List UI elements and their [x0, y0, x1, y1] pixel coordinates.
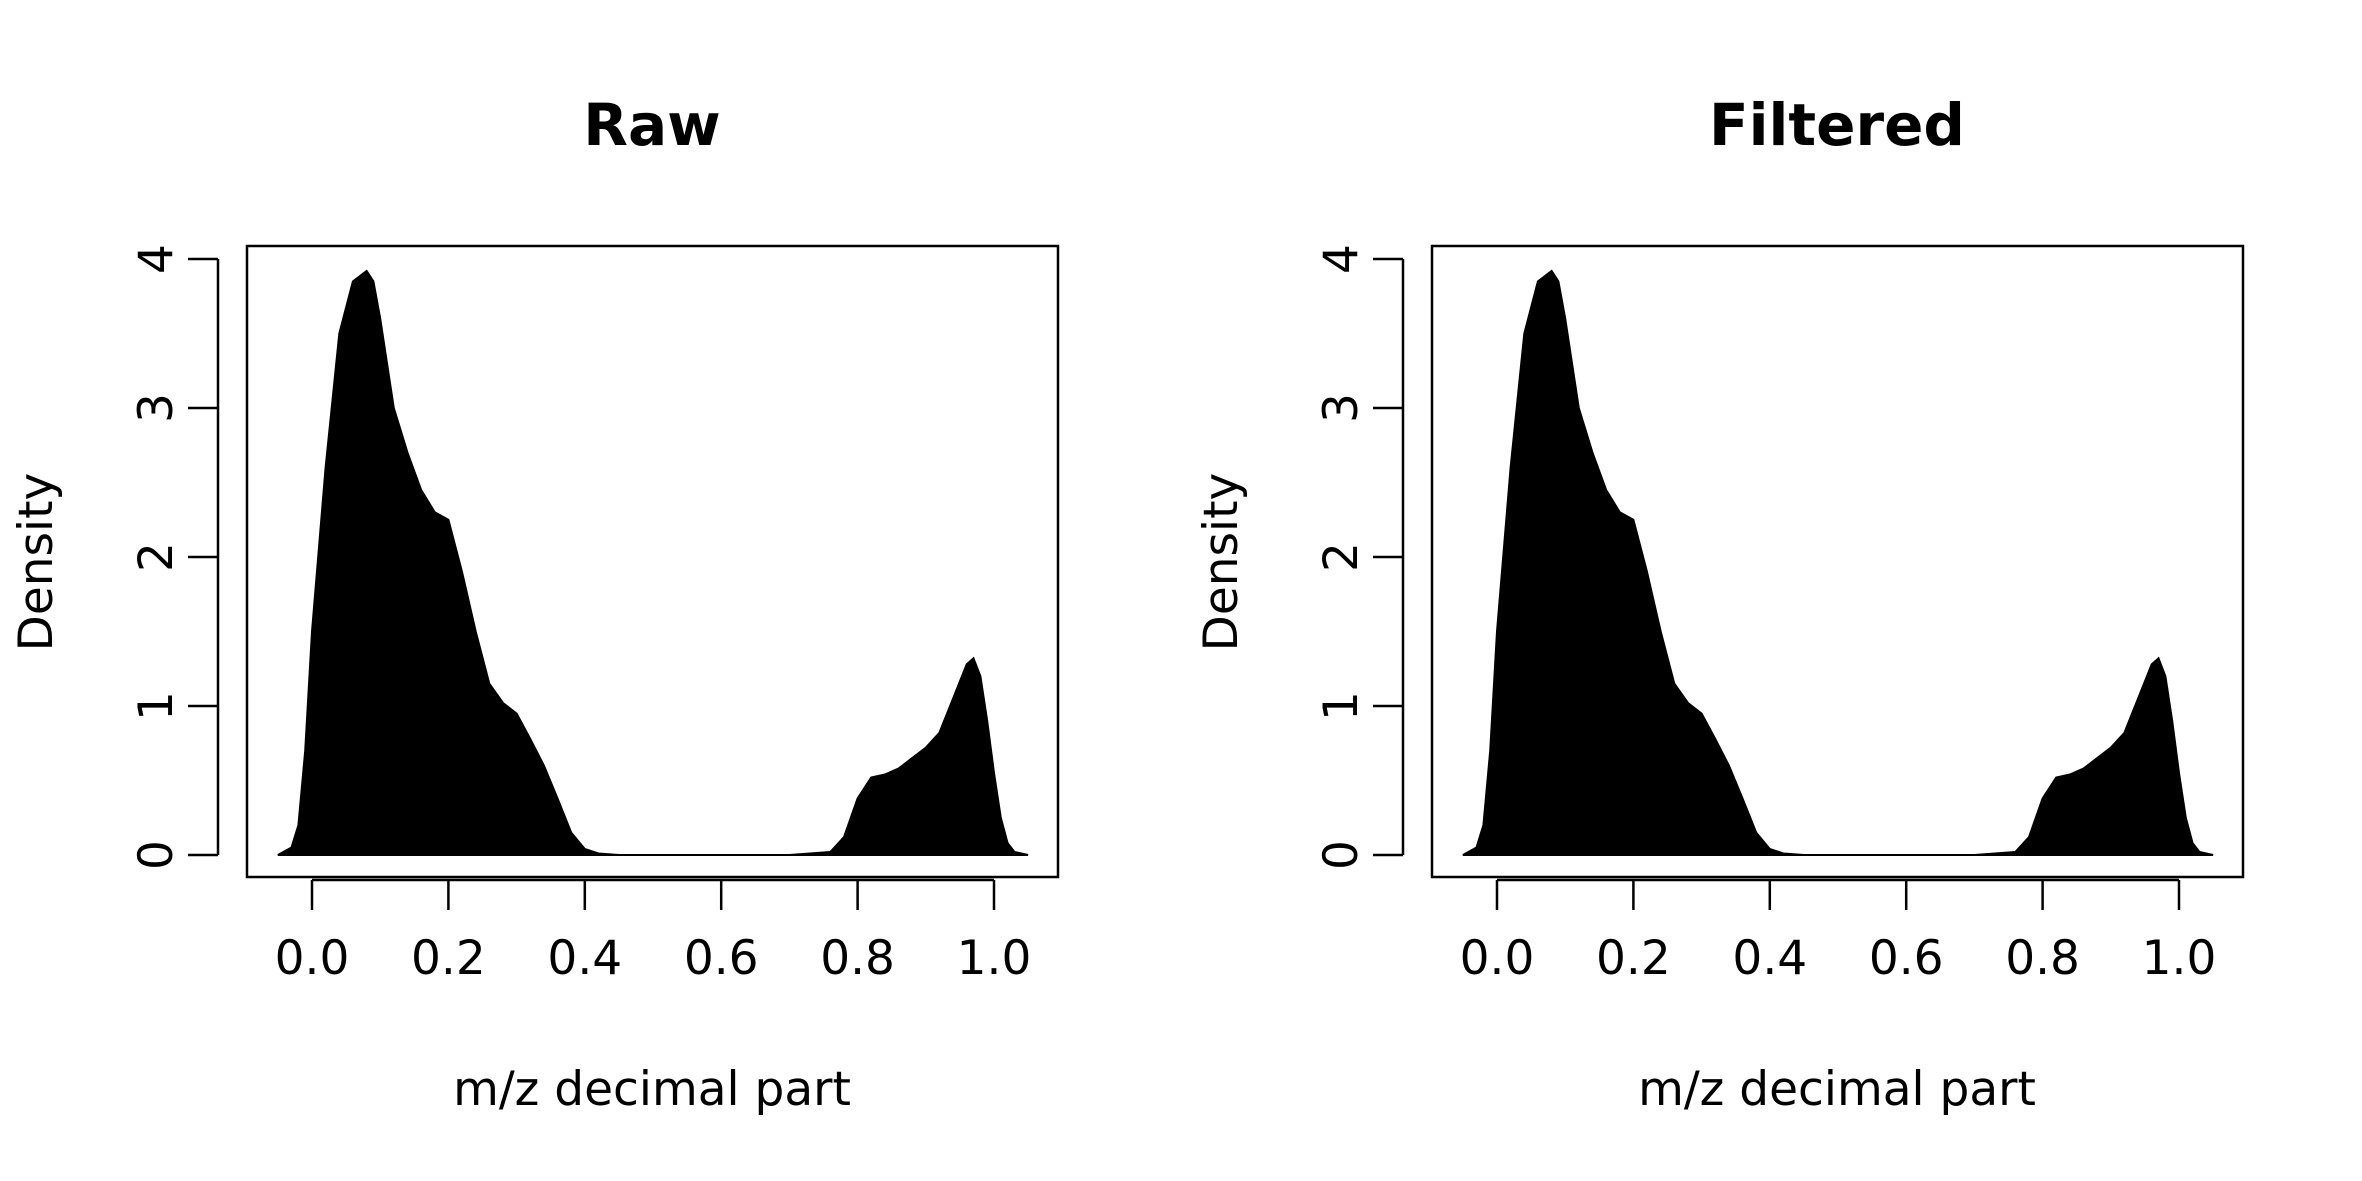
y-tick-label-filtered: 3 [1314, 393, 1369, 423]
y-axis-label-filtered: Density [1194, 473, 1249, 652]
x-tick-label-filtered: 0.2 [1596, 931, 1671, 986]
density-area-raw [277, 269, 1029, 856]
panel-title-raw: Raw [583, 91, 720, 159]
y-tick-label-raw: 2 [129, 542, 184, 572]
x-tick-label-filtered: 0.0 [1460, 931, 1535, 986]
x-tick-label-raw: 0.2 [411, 931, 486, 986]
y-tick-label-filtered: 4 [1314, 244, 1369, 274]
y-tick-label-filtered: 2 [1314, 542, 1369, 572]
panel-title-filtered: Filtered [1709, 91, 1965, 159]
y-tick-label-raw: 4 [129, 244, 184, 274]
x-tick-label-raw: 1.0 [957, 931, 1032, 986]
x-tick-label-filtered: 1.0 [2142, 931, 2217, 986]
y-tick-label-filtered: 1 [1314, 691, 1369, 721]
y-tick-label-raw: 3 [129, 393, 184, 423]
y-tick-label-filtered: 0 [1314, 840, 1369, 870]
x-tick-label-filtered: 0.8 [2005, 931, 2080, 986]
panel-filtered: Filtered m/z decimal part Density 0.0 0.2… [1194, 91, 2245, 1117]
y-tick-label-raw: 1 [129, 691, 184, 721]
x-tick-label-filtered: 0.4 [1732, 931, 1807, 986]
plot-frame-raw [245, 244, 1060, 879]
y-tick-label-raw: 0 [129, 840, 184, 870]
x-axis-label-filtered: m/z decimal part [1638, 1062, 2036, 1117]
x-tick-label-raw: 0.6 [684, 931, 759, 986]
x-axis-label-raw: m/z decimal part [453, 1062, 851, 1117]
x-tick-label-raw: 0.0 [275, 931, 350, 986]
x-tick-label-raw: 0.4 [547, 931, 622, 986]
plot-frame-filtered [1430, 244, 2245, 879]
x-tick-label-raw: 0.8 [820, 931, 895, 986]
density-area-filtered [1462, 269, 2214, 856]
x-tick-label-filtered: 0.6 [1869, 931, 1944, 986]
y-axis-label-raw: Density [9, 473, 64, 652]
panel-raw: Raw m/z decimal part Density 0.0 0.2 0.4 0.… [9, 91, 1060, 1117]
